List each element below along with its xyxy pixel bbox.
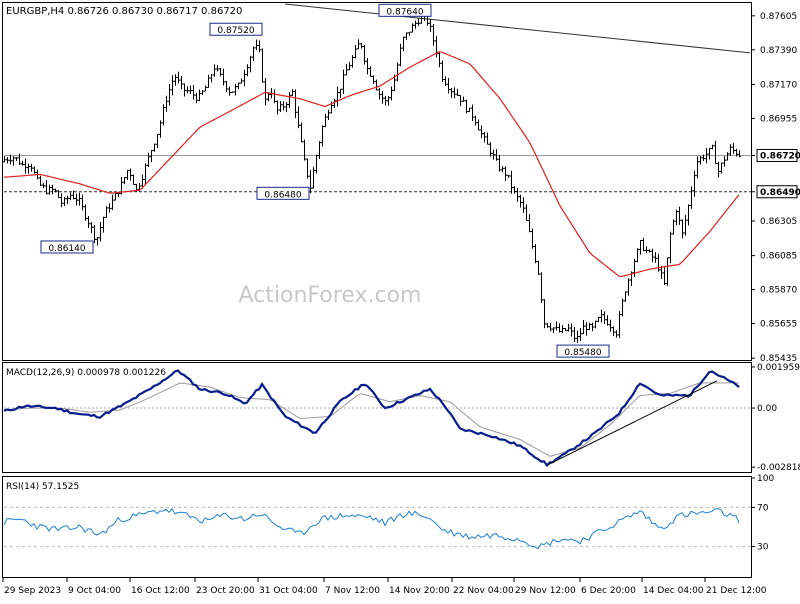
x-axis-label: 7 Nov 12:00 [325,586,380,596]
macd-trendline [547,380,718,466]
price-annotation: 0.86140 [40,240,94,254]
price-axis-label: 0.86720 [760,151,800,161]
macd-axis-label: 0.001959 [757,363,800,373]
macd-signal-line [3,382,739,457]
watermark-text: ActionForex.com [239,283,422,308]
macd-layer [3,369,751,468]
price-annotation-label: 0.86140 [48,244,85,254]
x-axis-label: 31 Oct 04:00 [259,586,318,596]
price-annotation: 0.87520 [209,22,263,36]
x-axis-label: 6 Dec 20:00 [581,586,636,596]
price-axis-marker [756,148,798,162]
price-layer: 0.87520 0.87640 0.86480 0.86140 0.85480 [3,3,751,358]
price-annotation: 0.85480 [556,344,610,358]
rsi-layer [3,506,751,550]
price-axis-label: 0.86085 [760,252,797,262]
price-trendline [284,3,751,54]
x-axis-label: 29 Nov 12:00 [515,586,576,596]
price-axis-label: 0.85655 [760,320,797,330]
price-annotation-label: 0.86480 [264,190,301,200]
price-axis-label: 0.87170 [760,80,797,90]
x-axis-label: 22 Nov 04:00 [453,586,514,596]
rsi-line [3,507,740,550]
rsi-axis-label: 70 [757,503,769,513]
x-axis-label: 16 Oct 12:00 [131,586,190,596]
rsi-axis-label: 100 [757,474,774,484]
price-annotation-box [40,240,94,254]
x-axis-label: 29 Sep 2023 [4,586,61,596]
price-annotation: 0.87640 [378,3,432,17]
x-axis-label: 14 Dec 04:00 [643,586,704,596]
macd-panel-frame [2,362,752,473]
price-annotation-box [378,3,432,17]
macd-axis-label: -0.002818 [757,463,800,473]
price-annotation-label: 0.87520 [217,26,254,36]
price-annotation-label: 0.85480 [564,348,601,358]
price-axis-label: 0.87390 [760,46,797,56]
price-annotation: 0.86480 [256,186,310,200]
macd-line [3,369,740,468]
x-axis-label: 23 Oct 20:00 [196,586,255,596]
x-axis-label: 9 Oct 04:00 [68,586,121,596]
price-axis-label: 0.86490 [760,188,800,198]
price-panel-frame [2,2,752,361]
price-axis-label: 0.86305 [760,217,797,227]
price-annotation-box [209,22,263,36]
rsi-panel-title: RSI(14) 57.1525 [6,482,79,492]
rsi-axis-label: 30 [757,543,769,553]
price-annotation-label: 0.87640 [386,7,423,17]
axes-layer: 0.87605 0.87390 0.87170 0.86955 0.86720 0.864… [2,12,800,596]
rsi-panel-frame [2,476,752,578]
x-axis-label: 14 Nov 20:00 [389,586,450,596]
x-axis-label: 21 Dec 12:00 [706,586,767,596]
macd-axis-label: 0.00 [757,404,777,414]
price-annotation-box [256,186,310,200]
price-axis-label: 0.85870 [760,286,797,296]
price-axis-label: 0.87605 [760,12,797,22]
price-axis-label: 0.85435 [760,354,797,364]
macd-panel-title: MACD(12,26,9) 0.000978 0.001226 [6,368,166,378]
price-axis-label: 0.86955 [760,114,797,124]
price-panel-title: EURGBP,H4 0.86726 0.86730 0.86717 0.8672… [6,6,242,17]
moving-average-line [3,51,740,278]
price-annotation-box [556,344,610,358]
price-axis-marker [756,185,798,199]
